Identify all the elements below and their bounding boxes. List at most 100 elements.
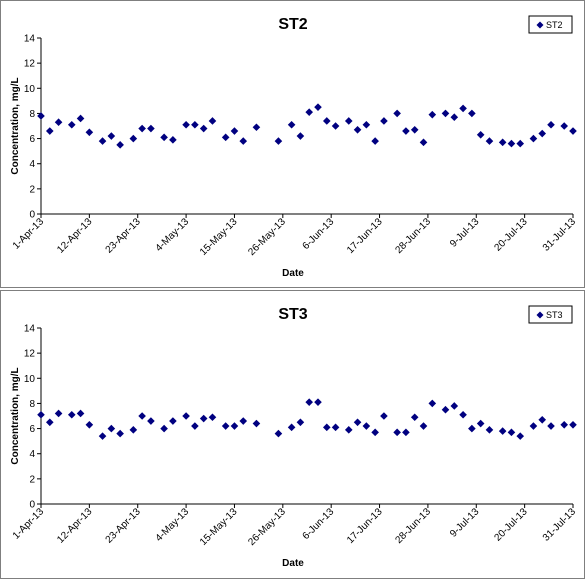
data-point	[37, 112, 45, 120]
data-point	[45, 418, 54, 427]
data-point	[450, 113, 459, 121]
x-tick-label: 28-Jun-13	[393, 216, 433, 256]
data-point	[402, 428, 410, 437]
data-point	[116, 429, 124, 438]
data-point	[230, 422, 239, 430]
x-tick-label: 1-Apr-13	[11, 506, 47, 542]
data-point	[362, 422, 371, 430]
data-point	[287, 423, 296, 432]
data-point	[485, 137, 494, 145]
data-point	[476, 131, 485, 139]
data-point	[116, 141, 124, 149]
data-point	[459, 410, 467, 419]
chart-panel-st2: ST2 ST2 0 2 4 6 8 10 12 14 1-Apr-13 12-Apr-13 23-Apr…	[0, 0, 585, 288]
data-point	[274, 429, 283, 438]
data-point	[169, 136, 177, 144]
x-tick-label: 26-May-13	[246, 216, 288, 258]
data-point	[54, 118, 63, 127]
data-point	[199, 124, 208, 133]
data-point	[353, 125, 362, 134]
data-point	[441, 109, 450, 118]
data-point	[129, 134, 138, 143]
y-tick-label: 14	[24, 324, 36, 335]
y-tick-label: 14	[24, 34, 36, 45]
data-point	[468, 109, 476, 118]
data-point	[138, 412, 146, 420]
chart-st3: ST3 ST3 0 2 4 6 8 10 12 14 1-Apr-13 12-Apr-13 23-Apr…	[10, 305, 578, 569]
legend-marker	[536, 311, 544, 319]
data-point	[322, 423, 331, 432]
data-point	[252, 419, 261, 428]
x-tick-label: 23-Apr-13	[104, 506, 144, 546]
data-point	[322, 117, 331, 125]
data-point	[344, 117, 353, 125]
x-tick-label: 9-Jul-13	[448, 216, 482, 250]
x-axis-label: Date	[282, 268, 304, 279]
data-point	[371, 137, 379, 145]
data-point	[208, 413, 217, 422]
data-point	[485, 426, 494, 434]
y-tick-label: 6	[29, 424, 35, 435]
data-point	[182, 120, 190, 129]
data-point	[221, 422, 230, 430]
data-point	[393, 109, 401, 118]
y-tick-label: 12	[24, 59, 36, 70]
data-point	[529, 422, 538, 430]
data-point	[507, 139, 516, 148]
data-point	[287, 120, 296, 129]
legend-box	[528, 15, 573, 34]
data-point	[362, 120, 371, 129]
data-point	[67, 410, 76, 419]
legend-label: ST2	[546, 20, 563, 30]
x-tick-label: 31-Jul-13	[541, 216, 579, 254]
x-tick-label: 1-Apr-13	[11, 216, 47, 252]
y-tick-label: 10	[24, 374, 36, 385]
data-point	[547, 120, 555, 129]
data-point	[98, 137, 107, 145]
x-tick-label: 20-Jul-13	[492, 216, 530, 254]
data-point	[208, 117, 217, 125]
data-point	[85, 128, 94, 137]
data-point	[239, 137, 248, 145]
y-tick-label: 8	[29, 109, 35, 120]
data-point	[538, 129, 547, 138]
data-point	[45, 127, 54, 135]
x-tick-label: 17-Jun-13	[345, 506, 385, 546]
data-point	[380, 117, 388, 125]
data-point	[441, 405, 450, 414]
data-point	[560, 122, 569, 130]
data-point	[182, 412, 190, 420]
data-point	[344, 426, 353, 434]
y-tick-label: 4	[29, 449, 35, 460]
data-point	[296, 418, 305, 427]
data-point	[296, 132, 305, 140]
x-tick-label: 17-Jun-13	[345, 216, 385, 256]
data-point	[160, 424, 168, 433]
legend-marker	[536, 21, 544, 29]
chart-title: ST2	[278, 16, 307, 33]
data-point	[67, 120, 76, 129]
x-tick-label: 23-Apr-13	[104, 216, 144, 256]
data-point	[410, 413, 419, 422]
y-tick-label: 6	[29, 134, 35, 145]
data-point	[371, 428, 379, 437]
x-axis-label: Date	[282, 558, 304, 569]
data-point	[538, 415, 547, 424]
y-tick-label: 2	[29, 184, 35, 195]
data-point	[107, 132, 116, 140]
data-point	[353, 418, 362, 427]
data-point	[529, 134, 538, 143]
data-point	[221, 133, 230, 142]
data-point	[419, 138, 428, 147]
data-point	[560, 421, 569, 429]
data-series	[37, 398, 577, 440]
data-point	[402, 127, 410, 135]
data-point	[547, 422, 555, 430]
data-point	[239, 417, 248, 425]
x-tick-label: 28-Jun-13	[393, 506, 433, 546]
y-tick-label: 0	[29, 210, 35, 221]
data-point	[98, 432, 107, 440]
data-point	[498, 138, 507, 147]
y-tick-label: 10	[24, 84, 36, 95]
data-point	[428, 110, 437, 119]
